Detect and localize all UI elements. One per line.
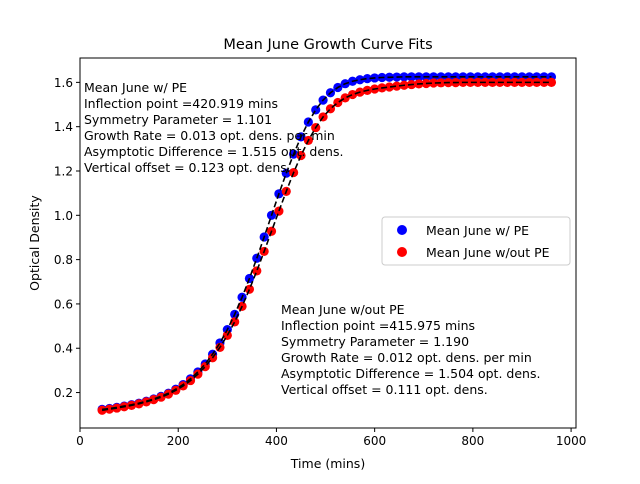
data-point-without-pe bbox=[104, 404, 115, 414]
legend-marker-without-pe bbox=[397, 247, 407, 257]
data-point-without-pe bbox=[252, 266, 262, 276]
annotation-without-pe-line-4: Growth Rate = 0.012 opt. dens. per min bbox=[281, 350, 532, 365]
data-point-with-pe bbox=[362, 74, 372, 84]
legend-label-without-pe: Mean June w/out PE bbox=[426, 245, 550, 260]
y-tick-label: 0.8 bbox=[54, 253, 73, 267]
annotation-with-pe-line-4: Growth Rate = 0.013 opt. dens. per min bbox=[84, 128, 335, 143]
y-tick-label: 1.2 bbox=[54, 164, 73, 178]
legend-box bbox=[381, 216, 571, 266]
legend-label-with-pe: Mean June w/ PE bbox=[426, 223, 529, 238]
data-point-without-pe bbox=[436, 78, 446, 88]
x-tick-label: 0 bbox=[76, 434, 84, 448]
data-point-without-pe bbox=[546, 77, 557, 87]
annotation-without-pe-line-6: Vertical offset = 0.111 opt. dens. bbox=[281, 382, 488, 397]
annotation-without-pe-line-3: Symmetry Parameter = 1.190 bbox=[281, 334, 469, 349]
y-tick-label: 1.0 bbox=[54, 209, 73, 223]
legend-marker-with-pe bbox=[397, 225, 407, 235]
annotation-without-pe: Mean June w/out PE Inflection point =415… bbox=[281, 302, 540, 397]
x-tick-label: 1000 bbox=[556, 434, 587, 448]
data-point-without-pe bbox=[517, 77, 527, 87]
annotation-without-pe-line-2: Inflection point =415.975 mins bbox=[281, 318, 475, 333]
data-point-without-pe bbox=[384, 82, 394, 92]
annotation-without-pe-line-5: Asymptotic Difference = 1.504 opt. dens. bbox=[281, 366, 540, 381]
data-point-without-pe bbox=[473, 77, 483, 87]
fit-curve-without-pe bbox=[101, 81, 552, 412]
annotation-with-pe: Mean June w/ PE Inflection point =420.91… bbox=[84, 80, 343, 175]
data-point-with-pe bbox=[355, 75, 365, 85]
fit-curves bbox=[101, 76, 552, 412]
y-tick-label: 0.2 bbox=[54, 386, 73, 400]
chart-title: Mean June Growth Curve Fits bbox=[223, 37, 432, 53]
data-point-without-pe bbox=[347, 89, 358, 100]
y-axis-label: Optical Density bbox=[27, 195, 42, 291]
x-tick-label: 200 bbox=[167, 434, 190, 448]
x-tick-label: 400 bbox=[265, 434, 288, 448]
data-point-without-pe bbox=[510, 77, 520, 87]
x-axis-ticks: 0 200 400 600 800 1000 bbox=[76, 428, 586, 448]
data-point-with-pe bbox=[399, 72, 409, 82]
y-tick-label: 1.4 bbox=[54, 120, 73, 134]
data-point-without-pe bbox=[428, 78, 439, 88]
data-point-without-pe bbox=[230, 317, 240, 327]
x-axis-label: Time (mins) bbox=[290, 456, 365, 471]
data-point-without-pe bbox=[97, 405, 107, 415]
y-tick-label: 1.6 bbox=[54, 76, 73, 90]
annotation-with-pe-line-6: Vertical offset = 0.123 opt. dens. bbox=[84, 160, 291, 175]
annotation-with-pe-line-2: Inflection point =420.919 mins bbox=[84, 96, 278, 111]
x-tick-label: 600 bbox=[363, 434, 386, 448]
legend: Mean June w/ PE Mean June w/out PE bbox=[381, 216, 571, 266]
data-point-with-pe bbox=[406, 72, 417, 82]
x-tick-label: 800 bbox=[461, 434, 484, 448]
data-point-without-pe bbox=[274, 206, 284, 216]
y-tick-label: 0.6 bbox=[54, 297, 73, 311]
y-axis-ticks: 0.2 0.4 0.6 0.8 1.0 1.2 1.4 1.6 bbox=[54, 76, 80, 400]
y-tick-label: 0.4 bbox=[54, 342, 73, 356]
annotation-with-pe-line-3: Symmetry Parameter = 1.101 bbox=[84, 112, 272, 127]
data-point-without-pe bbox=[465, 77, 476, 87]
annotation-with-pe-line-1: Mean June w/ PE bbox=[84, 80, 187, 95]
plot-frame bbox=[79, 57, 577, 429]
annotation-with-pe-line-5: Asymptotic Difference = 1.515 opt. dens. bbox=[84, 144, 343, 159]
annotation-without-pe-line-1: Mean June w/out PE bbox=[281, 302, 405, 317]
data-point-without-pe bbox=[392, 81, 402, 91]
data-point-without-pe bbox=[244, 284, 255, 294]
